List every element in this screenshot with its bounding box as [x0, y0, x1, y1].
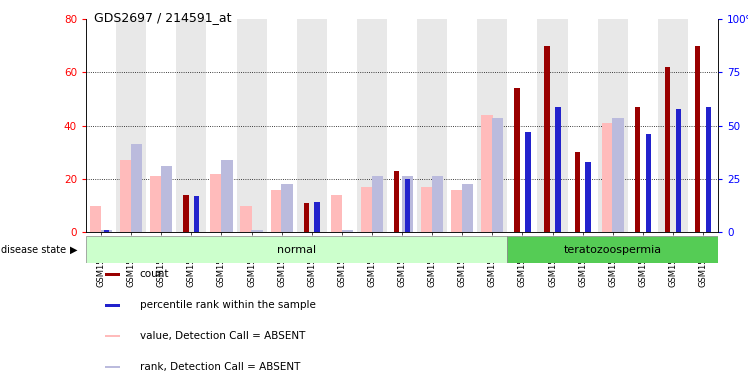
- Bar: [405, 179, 410, 232]
- Bar: [105, 305, 120, 306]
- Bar: [101, 230, 112, 232]
- Bar: [105, 335, 120, 338]
- Text: rank, Detection Call = ABSENT: rank, Detection Call = ABSENT: [140, 362, 300, 372]
- Bar: [462, 184, 473, 232]
- Bar: [183, 195, 188, 232]
- Bar: [105, 366, 120, 368]
- Bar: [372, 176, 383, 232]
- Text: ▶: ▶: [70, 245, 77, 255]
- Bar: [387, 19, 417, 232]
- Text: GDS2697 / 214591_at: GDS2697 / 214591_at: [94, 12, 231, 25]
- Bar: [568, 19, 598, 232]
- Bar: [86, 236, 507, 263]
- Bar: [545, 46, 550, 232]
- Text: percentile rank within the sample: percentile rank within the sample: [140, 300, 316, 310]
- Text: normal: normal: [278, 245, 316, 255]
- Bar: [417, 19, 447, 232]
- Bar: [481, 115, 493, 232]
- Bar: [538, 19, 568, 232]
- Text: teratozoospermia: teratozoospermia: [564, 245, 662, 255]
- Bar: [120, 161, 132, 232]
- Bar: [236, 19, 266, 232]
- Bar: [635, 107, 640, 232]
- Bar: [507, 236, 718, 263]
- Bar: [675, 109, 681, 232]
- Bar: [146, 19, 177, 232]
- Bar: [601, 123, 613, 232]
- Bar: [105, 273, 120, 276]
- Bar: [525, 132, 530, 232]
- Bar: [402, 176, 413, 232]
- Bar: [658, 19, 688, 232]
- Bar: [297, 19, 327, 232]
- Bar: [221, 161, 233, 232]
- Bar: [210, 174, 221, 232]
- Bar: [695, 46, 700, 232]
- Bar: [314, 202, 320, 232]
- Bar: [116, 19, 146, 232]
- Text: value, Detection Call = ABSENT: value, Detection Call = ABSENT: [140, 331, 305, 341]
- Bar: [598, 19, 628, 232]
- Bar: [613, 118, 624, 232]
- Bar: [194, 196, 200, 232]
- Bar: [86, 19, 116, 232]
- Bar: [586, 162, 591, 232]
- Bar: [432, 176, 444, 232]
- Bar: [447, 19, 477, 232]
- Bar: [421, 187, 432, 232]
- Bar: [327, 19, 357, 232]
- Bar: [574, 152, 580, 232]
- Bar: [451, 190, 462, 232]
- Bar: [361, 187, 373, 232]
- Bar: [688, 19, 718, 232]
- Bar: [477, 19, 507, 232]
- Bar: [251, 230, 263, 232]
- Bar: [266, 19, 297, 232]
- Bar: [240, 206, 252, 232]
- Bar: [628, 19, 658, 232]
- Bar: [90, 206, 102, 232]
- Bar: [281, 184, 292, 232]
- Bar: [665, 67, 670, 232]
- Bar: [492, 118, 503, 232]
- Bar: [357, 19, 387, 232]
- Bar: [515, 88, 520, 232]
- Bar: [507, 19, 538, 232]
- Bar: [342, 230, 353, 232]
- Bar: [206, 19, 236, 232]
- Bar: [131, 144, 142, 232]
- Bar: [271, 190, 282, 232]
- Text: disease state: disease state: [1, 245, 66, 255]
- Bar: [161, 166, 172, 232]
- Bar: [177, 19, 206, 232]
- Bar: [331, 195, 342, 232]
- Bar: [150, 176, 162, 232]
- Bar: [706, 107, 711, 232]
- Bar: [394, 171, 399, 232]
- Bar: [304, 203, 309, 232]
- Bar: [555, 107, 561, 232]
- Bar: [104, 230, 109, 232]
- Text: count: count: [140, 270, 169, 280]
- Bar: [646, 134, 651, 232]
